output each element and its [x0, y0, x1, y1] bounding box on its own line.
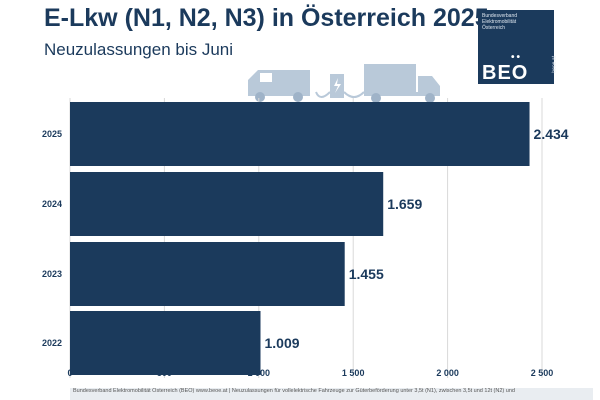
logo-dots: •• — [511, 52, 523, 63]
y-category-label: 2025 — [42, 129, 62, 139]
charging-station-icon — [315, 74, 365, 98]
van-icon — [248, 70, 310, 102]
y-category-label: 2023 — [42, 269, 62, 279]
bar-value-label: 1.659 — [387, 196, 422, 212]
bar-value-label: 1.009 — [264, 335, 299, 351]
y-category-label: 2022 — [42, 338, 62, 348]
logo-name: BEO — [482, 62, 529, 84]
y-category-label: 2024 — [42, 199, 62, 209]
chart-subtitle: Neuzulassungen bis Juni — [44, 40, 234, 59]
bar — [70, 311, 261, 375]
x-tick-label: 2 000 — [436, 368, 459, 378]
footer-note: Bundesverband Elektromobilität Österreic… — [70, 388, 593, 400]
chart-title: E-Lkw (N1, N2, N3) in Österreich 2025 — [44, 4, 489, 32]
bar-value-label: 2.434 — [534, 126, 569, 142]
bar — [70, 242, 345, 306]
x-tick-label: 1 500 — [342, 368, 365, 378]
beo-logo: Bundesverband Elektromobilität Österreic… — [478, 10, 558, 84]
bar-value-label: 1.455 — [349, 266, 384, 282]
vehicles-illustration — [248, 64, 440, 103]
bar — [70, 172, 384, 236]
truck-icon — [364, 64, 440, 103]
logo-org-text: Bundesverband Elektromobilität Österreic… — [482, 13, 518, 31]
x-tick-label: 2 500 — [531, 368, 554, 378]
bar — [70, 102, 530, 166]
